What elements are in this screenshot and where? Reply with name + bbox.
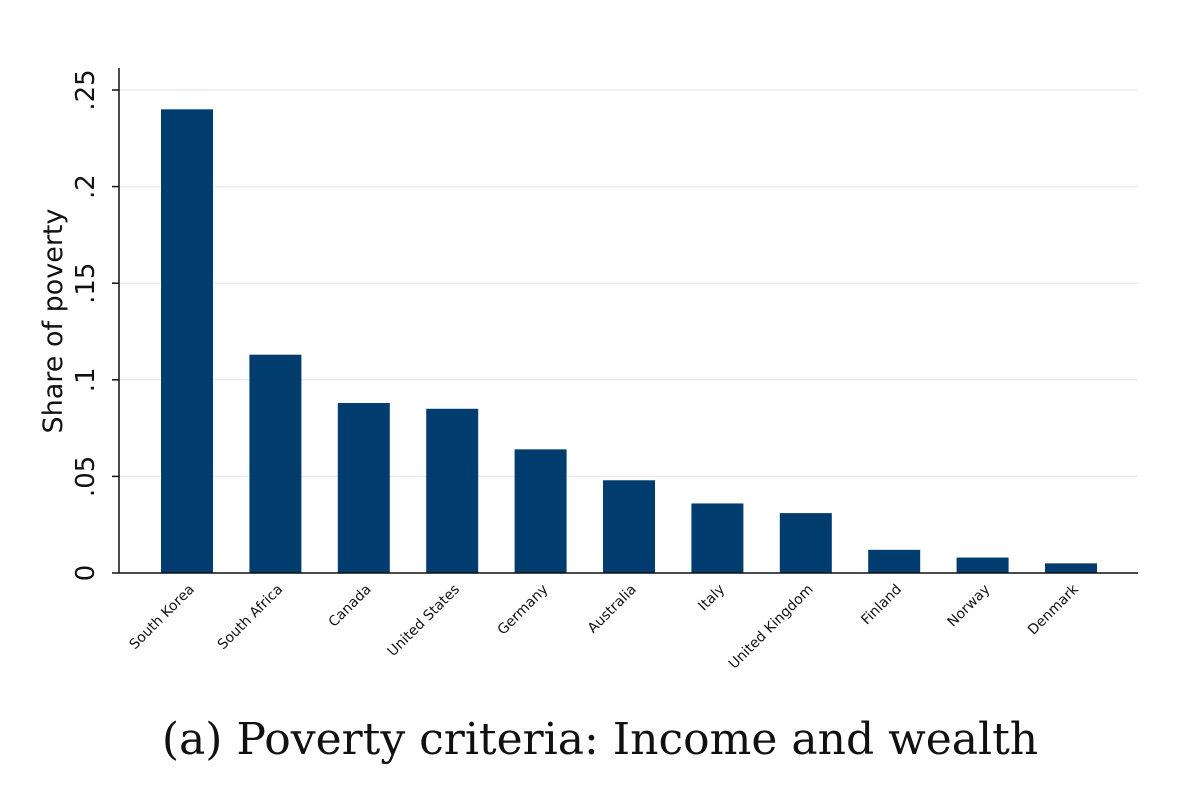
bar-germany	[514, 449, 567, 573]
bar-chart: 0 .05 .1 .15 .2 .25 South Korea South Africa Ca…	[38, 68, 1138, 672]
bar-south-korea	[161, 109, 213, 573]
bar-south-africa	[249, 354, 302, 573]
bars	[161, 109, 1097, 573]
bar-norway	[956, 557, 1009, 573]
x-tick-label: South Korea	[127, 582, 198, 653]
y-ticks: 0 .05 .1 .15 .2 .25	[71, 69, 119, 581]
bar-denmark	[1045, 563, 1097, 573]
y-tick-label: .1	[71, 367, 101, 392]
y-tick-label: .05	[71, 456, 101, 497]
bar-canada	[337, 402, 390, 573]
bar-united-states	[426, 408, 479, 573]
bar-italy	[691, 503, 744, 573]
y-axis-title: Share of poverty	[38, 208, 69, 433]
x-tick-label: United Kingdom	[726, 582, 817, 673]
y-tick-label: .2	[71, 174, 101, 199]
x-tick-label: Finland	[858, 582, 905, 629]
bar-united-kingdom	[779, 513, 832, 573]
bar-finland	[868, 549, 921, 573]
x-tick-label: Canada	[326, 582, 375, 631]
x-tick-label: Germany	[495, 582, 552, 639]
x-tick-label: Norway	[945, 582, 994, 631]
x-tick-label: South Africa	[215, 582, 286, 653]
y-tick-label: 0	[71, 565, 101, 582]
y-tick-label: .15	[71, 263, 101, 304]
figure-caption: (a) Poverty criteria: Income and wealth	[161, 714, 1039, 765]
x-tick-label: Italy	[695, 582, 728, 615]
x-tick-label: Denmark	[1025, 581, 1082, 638]
x-tick-labels: South Korea South Africa Canada United Stat…	[127, 581, 1083, 672]
y-tick-label: .25	[71, 69, 101, 110]
bar-australia	[603, 480, 655, 573]
x-tick-label: United States	[385, 582, 463, 660]
x-tick-label: Australia	[585, 582, 640, 637]
axes	[118, 68, 1138, 574]
